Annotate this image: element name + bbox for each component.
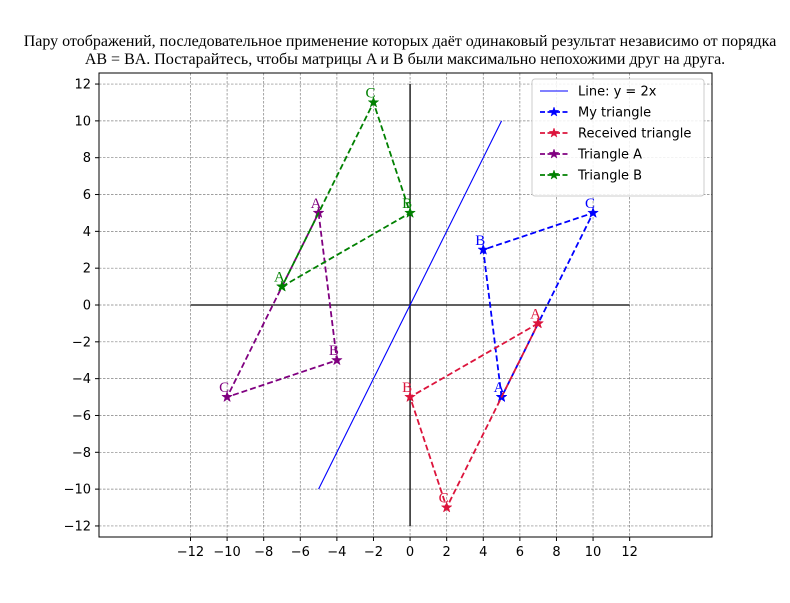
legend-swatch-marker bbox=[548, 106, 560, 117]
x-tick-label: 12 bbox=[621, 545, 638, 560]
legend-box bbox=[531, 78, 705, 197]
legend-swatch-marker bbox=[548, 148, 560, 159]
y-tick-label: −6 bbox=[72, 409, 91, 424]
x-tick-label: 0 bbox=[406, 545, 414, 560]
x-tick-label: 2 bbox=[443, 545, 451, 560]
y-tick-label: 4 bbox=[83, 225, 91, 240]
y-tick-label: 8 bbox=[83, 151, 91, 166]
legend-item: Received triangle bbox=[540, 127, 691, 142]
x-tick-label: −4 bbox=[327, 545, 346, 560]
y-tick-label: 10 bbox=[74, 114, 91, 129]
data-point-star bbox=[330, 353, 343, 366]
data-point-star bbox=[221, 390, 234, 403]
x-tick-label: −10 bbox=[213, 545, 240, 560]
series-line bbox=[225, 212, 338, 399]
legend-swatch-marker bbox=[548, 127, 560, 138]
x-tick-label: −2 bbox=[364, 545, 383, 560]
legend-item: Triangle B bbox=[540, 169, 642, 184]
series-5: A B C bbox=[274, 85, 417, 292]
vertex-label: A bbox=[311, 196, 322, 212]
legend-item: Triangle A bbox=[540, 148, 642, 163]
x-tick-label: 4 bbox=[479, 545, 487, 560]
y-tick-label: 2 bbox=[83, 262, 91, 277]
data-point-star bbox=[532, 317, 545, 329]
legend-label: Line: y = 2x bbox=[578, 85, 657, 100]
x-tick-label: −8 bbox=[254, 545, 273, 560]
legend-item: Line: y = 2x bbox=[540, 85, 657, 100]
data-point-star bbox=[587, 206, 600, 219]
data-point-star bbox=[276, 280, 288, 292]
vertex-label: A bbox=[274, 270, 285, 286]
vertex-label: C bbox=[439, 491, 449, 507]
y-tick-label: −10 bbox=[64, 483, 91, 498]
y-tick-label: 6 bbox=[83, 188, 91, 203]
series-line bbox=[408, 322, 539, 510]
legend-swatch-marker bbox=[548, 169, 560, 180]
data-point-star bbox=[440, 501, 453, 513]
legend: Line: y = 2x My triangle Received triangle… bbox=[531, 78, 705, 197]
vertex-label: B bbox=[329, 343, 339, 359]
vertex-label: B bbox=[402, 196, 412, 212]
y-tick-label: 0 bbox=[83, 299, 91, 314]
x-tick-label: −12 bbox=[177, 545, 204, 560]
vertex-label: A bbox=[530, 306, 541, 322]
series-line bbox=[318, 120, 503, 490]
vertex-label: C bbox=[219, 380, 229, 396]
x-tick-label: −6 bbox=[291, 545, 310, 560]
data-point-star bbox=[477, 243, 490, 255]
legend-item: My triangle bbox=[540, 106, 651, 121]
y-tick-label: 12 bbox=[74, 78, 91, 93]
series-line bbox=[482, 211, 595, 398]
vertex-label: B bbox=[475, 233, 485, 249]
tick-marks: −12 −10 −8 −6 −4 −2 0 2 4 6 8 10 12 −12 −10 −8 −6 −4 −2 0 2 4… bbox=[64, 78, 638, 560]
y-tick-label: −2 bbox=[72, 335, 91, 350]
vertex-label: C bbox=[365, 85, 375, 101]
legend-label: Received triangle bbox=[578, 127, 691, 142]
data-point-star bbox=[404, 206, 417, 219]
y-tick-label: −4 bbox=[72, 372, 91, 387]
chart-title-line1: Пару отображений, последовательное приме… bbox=[24, 33, 777, 50]
series-1 bbox=[318, 120, 503, 490]
y-tick-label: −12 bbox=[64, 519, 91, 534]
vertex-label: A bbox=[494, 380, 505, 396]
vertex-label: B bbox=[402, 380, 412, 396]
x-tick-label: 8 bbox=[552, 545, 560, 560]
x-tick-label: 6 bbox=[516, 545, 524, 560]
series-2: A B C bbox=[475, 196, 600, 403]
plot-series: A B C A B C A B C A B C bbox=[219, 85, 600, 513]
data-point-star bbox=[404, 390, 417, 403]
series-line bbox=[281, 100, 412, 288]
x-tick-label: 10 bbox=[585, 545, 602, 560]
vertex-label: C bbox=[585, 196, 595, 212]
y-tick-label: −8 bbox=[72, 446, 91, 461]
series-3: A B C bbox=[402, 306, 545, 513]
legend-label: Triangle B bbox=[577, 169, 642, 184]
data-point-star bbox=[367, 96, 380, 108]
chart-title-line2: AB = BA. Постарайтесь, чтобы матрицы A и… bbox=[85, 51, 725, 68]
legend-label: Triangle A bbox=[577, 148, 642, 163]
legend-label: My triangle bbox=[578, 106, 651, 121]
